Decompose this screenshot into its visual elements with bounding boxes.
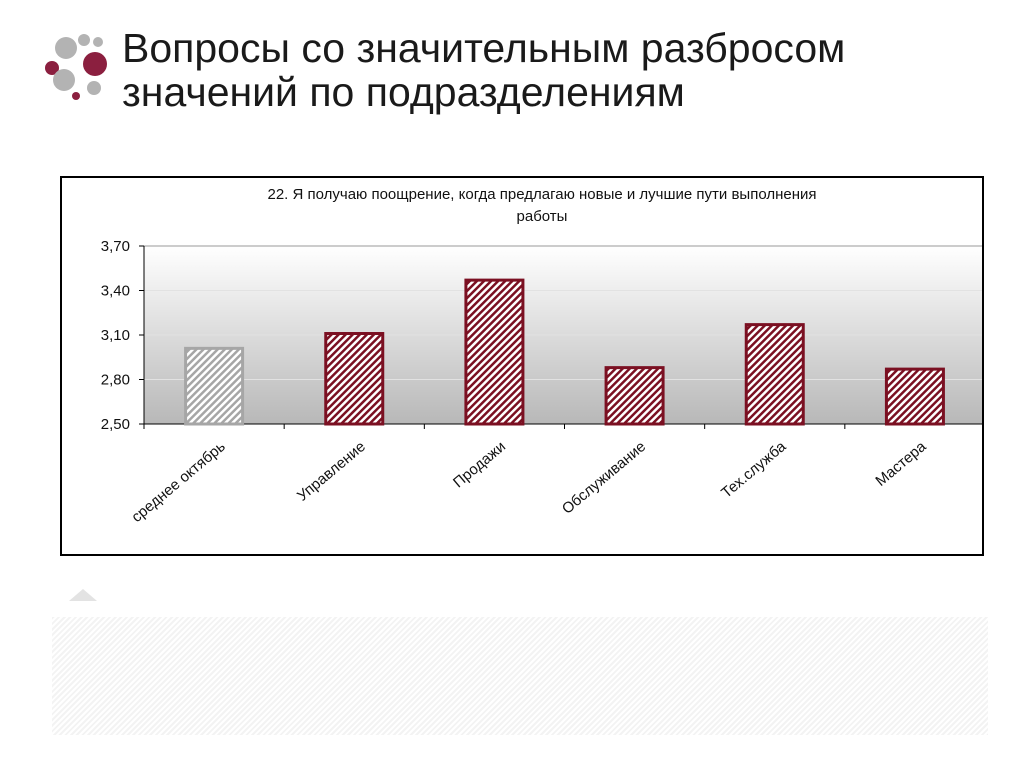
x-tick-label: Обслуживание [559,438,649,518]
chart-title: 22. Я получаю поощрение, когда предлагаю… [162,184,922,228]
logo-dot [55,37,77,59]
y-tick-label: 2,50 [101,416,130,433]
y-tick-label: 3,10 [101,327,130,344]
page-title-line-2: значений по подразделениям [122,69,685,115]
y-tick-label: 3,70 [101,238,130,255]
logo-dot [93,37,103,47]
x-tick-label: Продажи [450,438,509,491]
logo-dot [53,69,75,91]
y-tick-label: 3,40 [101,283,130,300]
y-tick-label: 2,80 [101,372,130,389]
page-title-line-1: Вопросы со значительным разбросом [122,25,846,71]
chart-title-line-2: работы [516,208,568,225]
page-title: Вопросы со значительным разбросом значен… [122,26,1002,114]
x-tick-label: Тех.служба [718,438,790,502]
logo-dot [72,92,80,100]
bar-chart: 2,50 2,80 3,10 3,40 3,70 среднее октябрь Управ… [101,238,982,526]
bar-3 [464,278,525,426]
chart-frame: 22. Я получаю поощрение, когда предлагаю… [60,176,984,556]
bar-1 [184,346,245,426]
logo-dot [87,81,101,95]
logo-dot [45,61,59,75]
x-tick-label: среднее октябрь [128,438,228,526]
bar-5 [744,323,805,426]
bar-2 [324,332,385,426]
logo-dot [83,52,107,76]
decorative-triangle [69,589,97,601]
x-tick-label: Мастера [872,438,930,490]
bar-6 [884,367,945,426]
logo-dot [78,34,90,46]
x-tick-label: Управление [294,438,369,505]
decorative-pattern-strip [52,617,988,735]
bar-4 [604,366,665,426]
chart-title-line-1: 22. Я получаю поощрение, когда предлагаю… [267,186,817,203]
company-logo [45,34,107,100]
